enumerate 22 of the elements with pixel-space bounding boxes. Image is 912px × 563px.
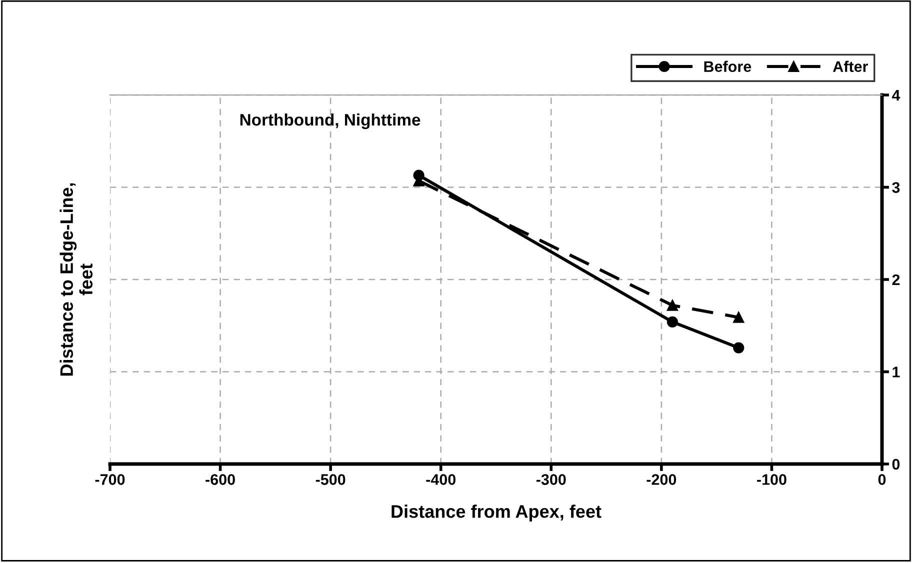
text: Northbound, Nighttime	[240, 113, 420, 130]
x-tick-label: -500	[316, 474, 346, 485]
x-tick-label: -100	[757, 474, 786, 485]
x-tick-label: -700	[95, 474, 125, 485]
y-tick-label: 4	[892, 90, 900, 101]
y-tick-label: 2	[892, 274, 900, 286]
x-tick-label: -300	[536, 474, 566, 485]
legend-label: After	[832, 60, 868, 72]
point	[733, 312, 744, 323]
x-axis-title: Distance from Apex, feet	[392, 504, 602, 522]
point	[666, 300, 678, 311]
y-tick-label: 0	[892, 458, 900, 470]
point	[733, 342, 744, 354]
y-axis-title: Distance to Edge-Line, feet	[60, 183, 93, 376]
y-tick-label: 3	[892, 182, 900, 193]
y-tick-label: 1	[892, 366, 900, 378]
x-tick-label: 0	[878, 474, 886, 485]
x-tick-label: -200	[646, 474, 676, 485]
x-tick-label: -400	[426, 474, 456, 485]
legend-label: Before	[704, 60, 752, 72]
x-tick-label: -600	[206, 474, 235, 485]
point	[666, 316, 678, 328]
